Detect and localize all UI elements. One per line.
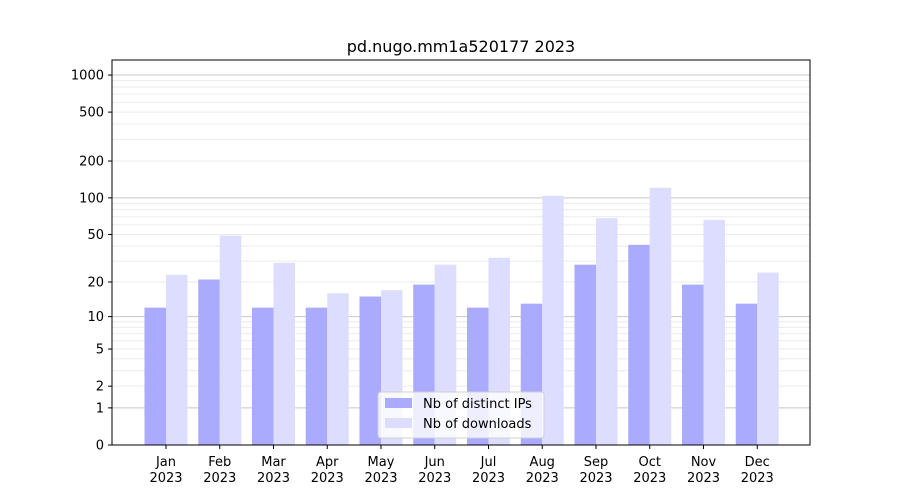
y-tick-label: 500 — [79, 106, 104, 121]
bar-distinct-ips — [252, 307, 274, 445]
legend-label: Nb of distinct IPs — [423, 397, 532, 412]
y-tick-label: 20 — [87, 275, 104, 290]
x-tick-label: Aug 2023 — [526, 455, 559, 486]
x-tick-label: May 2023 — [364, 455, 397, 486]
x-tick-label: Mar 2023 — [257, 455, 290, 486]
plot-frame — [111, 59, 811, 446]
y-tick-label: 200 — [79, 155, 104, 170]
y-tick-label: 5 — [96, 343, 104, 358]
x-tick-label: Jan 2023 — [149, 455, 182, 486]
x-tick-label: Oct 2023 — [633, 455, 666, 486]
bar-distinct-ips — [198, 279, 220, 445]
y-tick-label: 1 — [96, 401, 104, 416]
x-tick-label: Jun 2023 — [418, 455, 451, 486]
bar-downloads — [542, 195, 564, 445]
bar-distinct-ips — [735, 303, 758, 445]
bar-downloads — [596, 218, 618, 445]
legend: Nb of distinct IPs Nb of downloads — [377, 391, 545, 439]
legend-box — [377, 391, 545, 439]
x-tick-label: Apr 2023 — [311, 455, 344, 486]
y-tick-label: 0 — [96, 439, 104, 454]
bar-distinct-ips — [305, 307, 328, 445]
bar-downloads — [166, 274, 188, 445]
y-tick-label: 50 — [87, 228, 104, 243]
legend-swatch — [385, 398, 412, 408]
bar-distinct-ips — [574, 264, 596, 445]
bar-downloads — [327, 293, 349, 445]
legend-swatch — [385, 418, 412, 428]
x-tick-label: Dec 2023 — [741, 455, 774, 486]
y-tick-label: 1000 — [71, 69, 104, 84]
x-tick-label: Nov 2023 — [687, 455, 720, 486]
y-tick-label: 100 — [79, 191, 104, 206]
bar-downloads — [703, 219, 725, 445]
bar-distinct-ips — [682, 284, 704, 445]
bar-downloads — [757, 272, 779, 445]
bar-downloads — [219, 235, 242, 445]
x-tick-label: Sep 2023 — [579, 455, 612, 486]
chart-title: pd.nugo.mm1a520177 2023 — [347, 37, 575, 56]
bar-downloads — [649, 187, 672, 445]
legend-label: Nb of downloads — [423, 417, 532, 432]
bar-distinct-ips — [144, 307, 166, 445]
bar-distinct-ips — [359, 296, 381, 445]
x-tick-label: Jul 2023 — [472, 455, 505, 486]
y-tick-label: 10 — [87, 310, 104, 325]
y-tick-label: 2 — [96, 380, 104, 395]
x-tick-label: Feb 2023 — [203, 455, 236, 486]
bar-downloads — [273, 262, 295, 445]
bar-distinct-ips — [628, 244, 650, 445]
